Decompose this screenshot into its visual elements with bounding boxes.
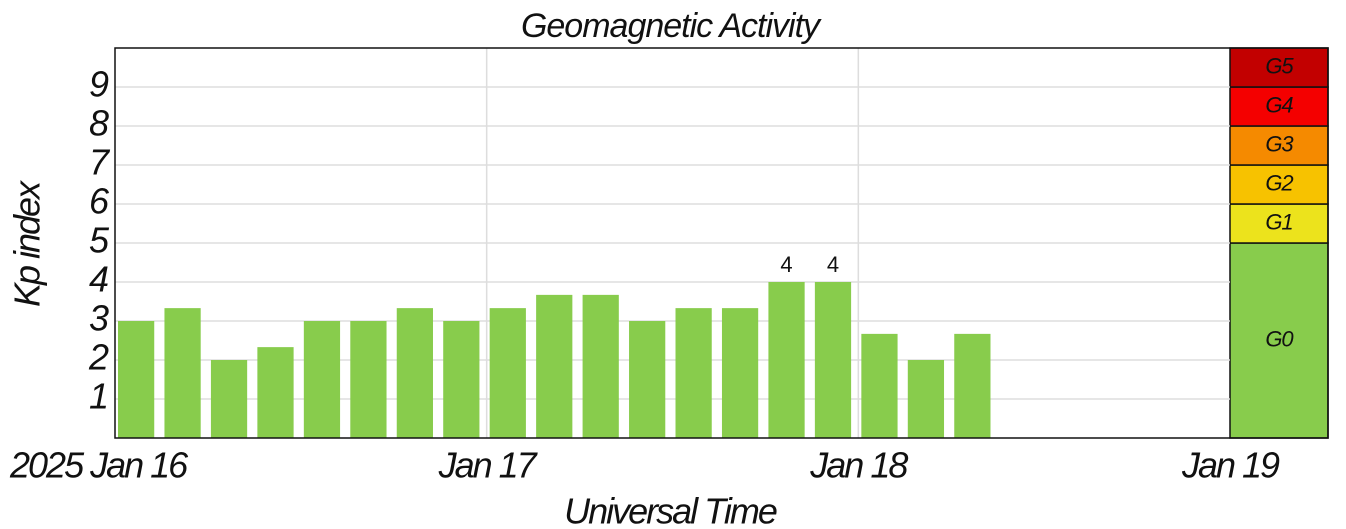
bar [489,308,526,438]
y-tick-label: 6 [89,181,110,222]
bar [721,308,759,438]
y-tick-label: 3 [89,298,109,339]
scale-segment [1229,47,1329,88]
y-tick-label: 8 [89,103,109,144]
scale-segment [1229,242,1329,439]
bar [118,321,155,438]
scale-label: G5 [1265,53,1294,78]
scale-label: G3 [1265,131,1294,156]
scale-segment [1229,203,1329,244]
bar [303,321,341,438]
bar [443,321,480,438]
y-axis-label: Kp index [7,179,48,307]
bar [396,308,433,438]
data-label: 4 [827,252,839,277]
bar [536,294,573,438]
x-tick-label: 2025 Jan 16 [9,445,189,486]
plot-frame [114,47,1329,439]
y-tick-label: 5 [89,220,110,261]
data-label: 4 [780,252,792,277]
scale-label: G0 [1265,326,1294,351]
bar [210,360,248,438]
scale-label: G4 [1265,92,1293,117]
bar [861,333,898,438]
chart-title: Geomagnetic Activity [521,7,822,45]
bar [907,360,945,438]
bar [814,282,852,438]
x-axis-label: Universal Time [564,491,777,529]
scale-segment [1229,86,1329,127]
bar [164,308,201,438]
y-tick-label: 1 [89,376,107,417]
bar [350,321,387,438]
bar [629,321,666,438]
bar [257,347,294,438]
x-tick-label: Jan 18 [809,445,908,486]
bar [954,333,991,438]
bar [675,308,712,438]
x-tick-label: Jan 19 [1181,445,1280,486]
bar [768,282,805,438]
x-tick-label: Jan 17 [438,445,539,486]
y-tick-label: 9 [89,64,109,105]
y-tick-label: 4 [89,259,108,300]
y-tick-label: 7 [89,142,111,183]
y-tick-label: 2 [88,337,109,378]
bar [582,294,619,438]
scale-label: G1 [1265,209,1292,234]
scale-label: G2 [1265,170,1293,195]
